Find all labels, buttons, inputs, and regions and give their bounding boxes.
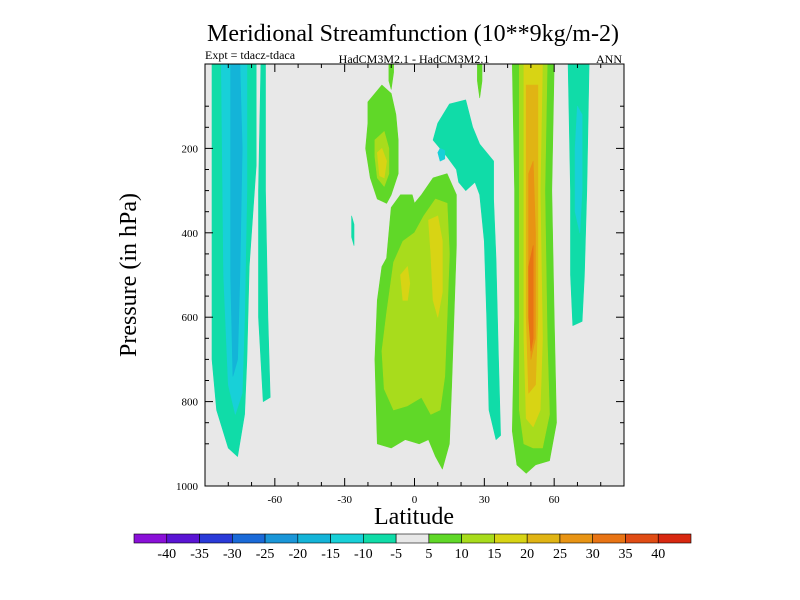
colorbar-label: -25 (256, 547, 275, 562)
colorbar-swatch (133, 533, 168, 544)
x-tick-label: 60 (549, 494, 561, 506)
colorbar-swatch (199, 533, 233, 544)
colorbar-label: 35 (618, 547, 632, 562)
colorbar-swatch (461, 533, 495, 544)
y-axis-label: Pressure (in hPa) (116, 193, 142, 357)
colorbar-swatch (363, 533, 397, 544)
colorbar-swatch (428, 533, 462, 544)
contour-upper-teal-tongue-inner (437, 148, 446, 162)
colorbar-label: 30 (586, 547, 600, 562)
y-tick-label: 200 (182, 143, 199, 155)
y-tick-label: 600 (182, 312, 199, 324)
chart-subtitle-left: Expt = tdacz-tdaca (205, 48, 296, 62)
y-tick-label: 400 (182, 228, 199, 240)
colorbar-swatch (297, 533, 331, 544)
x-axis-label: Latitude (374, 504, 454, 530)
colorbar-swatch (625, 533, 659, 544)
colorbar-swatch (330, 533, 364, 544)
colorbar-label: 15 (487, 547, 501, 562)
colorbar-label: 40 (651, 547, 665, 562)
colorbar-label: -40 (157, 547, 176, 562)
y-tick-label: 800 (182, 397, 199, 409)
plot-area: -60 -30 0 30 60 200 400 600 800 1000 (176, 63, 625, 506)
contour-sh-thin-cell (258, 63, 271, 402)
colorbar-label: 5 (425, 547, 432, 562)
chart-subtitle-right: ANN (596, 52, 622, 66)
colorbar: -40 -35 -30 -25 -20 -15 -10 -5 5 10 15 20 25 30 35 40 (133, 533, 692, 562)
colorbar-label: -35 (190, 547, 209, 562)
contour-nh-ferrel-core30 (528, 245, 534, 352)
contour-regions (211, 63, 590, 474)
colorbar-swatch (559, 533, 594, 544)
axis-ticks: -60 -30 0 30 60 200 400 600 800 1000 (176, 64, 624, 506)
colorbar-swatch (264, 533, 299, 544)
contour-nh-polar-core (574, 105, 583, 234)
colorbar-swatch (592, 533, 626, 544)
y-tick-label: 1000 (176, 481, 199, 493)
contour-upper-trop-peak (376, 148, 387, 179)
colorbar-label: 25 (553, 547, 567, 562)
colorbar-label: 10 (455, 547, 469, 562)
colorbar-swatch (657, 533, 692, 544)
colorbar-swatch (231, 533, 266, 544)
chart-subtitle-center: HadCM3M2.1 - HadCM3M2.1 (339, 52, 490, 66)
contour-equatorial-core-n (428, 215, 443, 318)
contour-equatorial-core-s (400, 266, 411, 301)
contour-sh-deep-cell-core (230, 63, 243, 377)
colorbar-swatch (166, 533, 200, 544)
colorbar-label: -5 (390, 547, 402, 562)
x-tick-label: 30 (479, 494, 491, 506)
colorbar-label: -10 (354, 547, 373, 562)
colorbar-swatch (494, 533, 528, 544)
colorbar-swatch (395, 533, 430, 544)
colorbar-label: 20 (520, 547, 534, 562)
contour-sh-speck (351, 215, 355, 246)
colorbar-label: -30 (223, 547, 242, 562)
x-tick-label: 0 (412, 494, 418, 506)
x-tick-label: -60 (267, 494, 282, 506)
colorbar-label: -20 (288, 547, 307, 562)
contour-upper-teal-tongue (432, 99, 501, 440)
x-tick-label: -30 (337, 494, 352, 506)
colorbar-swatch (526, 533, 561, 544)
chart-title: Meridional Streamfunction (10**9kg/m-2) (207, 21, 619, 47)
colorbar-label: -15 (321, 547, 340, 562)
